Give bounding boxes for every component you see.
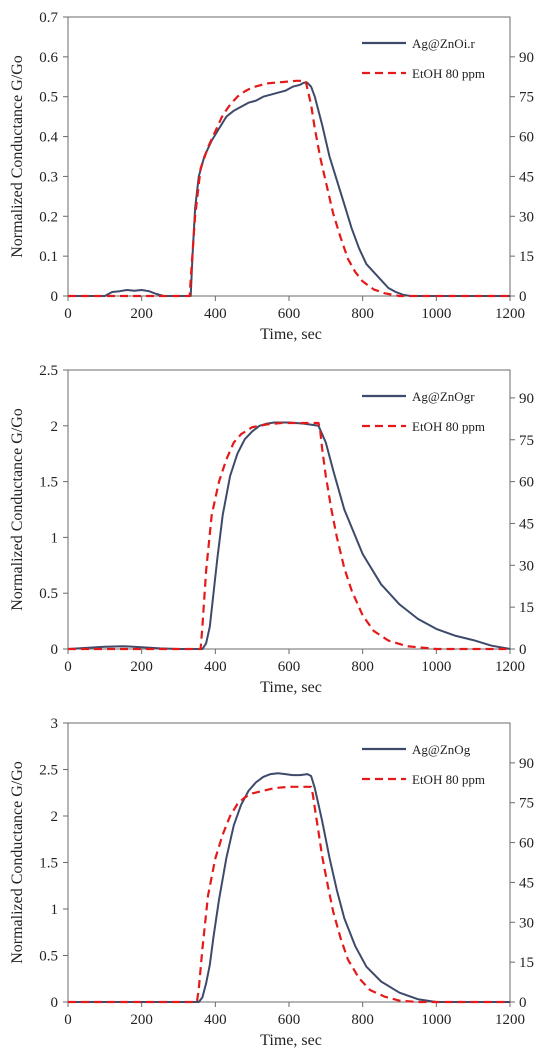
y-tick-label: 0.1 <box>39 249 58 265</box>
y-tick-label: 1.5 <box>39 856 58 872</box>
y-tick-label: 1 <box>51 530 59 546</box>
y-axis-label: Normalized Conductance G/Go <box>9 408 26 611</box>
legend-entry: Ag@ZnOgr <box>412 389 475 404</box>
x-tick-label: 800 <box>351 659 374 675</box>
y-tick-label: 1.5 <box>39 475 58 491</box>
y2-tick-label: 60 <box>519 130 534 146</box>
x-tick-label: 600 <box>278 659 301 675</box>
y2-tick-label: 0 <box>519 642 527 658</box>
plot-area-frame <box>67 16 511 297</box>
x-tick-label: 800 <box>351 306 374 322</box>
y2-tick-label: 90 <box>519 391 534 407</box>
y2-tick-label: 30 <box>519 558 534 574</box>
chart-panel-3: 0 200 400 600 800 1000 1200 0 0.5 1 1.5 2 2.5 3 0 15 30 4… <box>0 706 550 1053</box>
x-tick-label: 400 <box>204 1012 227 1028</box>
x-axis-label: Time, sec <box>260 1032 322 1049</box>
legend-entry: EtOH 80 ppm <box>412 772 485 787</box>
plot-area-frame <box>67 369 511 650</box>
legend-entry: EtOH 80 ppm <box>412 419 485 434</box>
legend-entry: Ag@ZnOg <box>412 742 471 757</box>
x-tick-label: 1000 <box>421 659 451 675</box>
chart-svg-3: 0 200 400 600 800 1000 120000.511.522.53015304… <box>9 716 534 1049</box>
y2-tick-label: 15 <box>519 955 534 971</box>
y-tick-label: 0.5 <box>39 90 58 106</box>
y2-tick-label: 45 <box>519 875 534 891</box>
x-tick-label: 0 <box>64 1012 72 1028</box>
x-tick-label: 1200 <box>495 306 525 322</box>
x-tick-label: 600 <box>278 306 301 322</box>
series-line-conductance <box>68 81 510 297</box>
x-tick-label: 0 <box>64 306 72 322</box>
series-line-etoh <box>68 421 510 651</box>
y2-tick-label: 90 <box>519 50 534 66</box>
x-tick-label: 200 <box>130 1012 153 1028</box>
legend-entry: Ag@ZnOi.r <box>412 36 476 51</box>
y2-tick-label: 15 <box>519 600 534 616</box>
y-tick-label: 0.7 <box>39 10 58 26</box>
y-tick-label: 0.2 <box>39 209 58 225</box>
y-tick-label: 0 <box>51 642 59 658</box>
x-tick-label: 600 <box>278 1012 301 1028</box>
x-tick-label: 200 <box>130 306 153 322</box>
y2-tick-label: 60 <box>519 475 534 491</box>
y-axis-label: Normalized Conductance G/Go <box>9 55 26 258</box>
x-tick-label: 1000 <box>421 306 451 322</box>
y2-tick-label: 75 <box>519 90 534 106</box>
y-tick-label: 2 <box>51 419 59 435</box>
x-tick-label: 800 <box>351 1012 374 1028</box>
y-axis-label: Normalized Conductance G/Go <box>9 761 26 964</box>
y-tick-label: 0.4 <box>39 130 58 146</box>
y-tick-label: 0.6 <box>39 50 58 66</box>
y-tick-label: 2.5 <box>39 363 58 379</box>
y2-tick-label: 90 <box>519 756 534 772</box>
x-axis-label: Time, sec <box>260 679 322 696</box>
chart-panel-1: 0 200 400 600 800 1000 1200 0 0.1 0.2 0.3 0.4 0.5 0.6… <box>0 0 550 347</box>
y-tick-label: 0.3 <box>39 169 58 185</box>
plot-area-frame <box>67 722 511 1003</box>
y-tick-label: 1 <box>51 902 59 918</box>
x-tick-label: 1000 <box>421 1012 451 1028</box>
y2-tick-label: 0 <box>519 995 527 1011</box>
y-tick-label: 2 <box>51 809 59 825</box>
y2-tick-label: 75 <box>519 796 534 812</box>
x-tick-label: 400 <box>204 306 227 322</box>
x-tick-label: 1200 <box>495 659 525 675</box>
x-tick-label: 200 <box>130 659 153 675</box>
x-tick-label: 400 <box>204 659 227 675</box>
x-tick-label: 1200 <box>495 1012 525 1028</box>
chart-panel-2: 0 200 400 600 800 1000 1200 0 0.5 1 1.5 2 2.5 0 15 30 45… <box>0 353 550 700</box>
y-tick-label: 0.5 <box>39 586 58 602</box>
y2-tick-label: 75 <box>519 433 534 449</box>
y2-tick-label: 30 <box>519 209 534 225</box>
series-line-conductance <box>68 772 510 1003</box>
y2-tick-label: 30 <box>519 915 534 931</box>
y2-tick-label: 15 <box>519 249 534 265</box>
series-line-etoh <box>68 79 510 298</box>
y2-tick-label: 45 <box>519 169 534 185</box>
y-tick-label: 0 <box>51 289 59 305</box>
y2-tick-label: 45 <box>519 516 534 532</box>
chart-svg-2: 0 200 400 600 800 1000 120000.511.522.50153045… <box>9 363 534 696</box>
y-tick-label: 2.5 <box>39 763 58 779</box>
x-axis-label: Time, sec <box>260 326 322 343</box>
chart-svg-1: 0 200 400 600 800 1000 120000.10.20.30.40.50.6… <box>9 10 534 343</box>
series-line-conductance <box>67 421 511 650</box>
legend-entry: EtOH 80 ppm <box>412 66 485 81</box>
y-tick-label: 0.5 <box>39 949 58 965</box>
y-tick-label: 3 <box>51 716 59 732</box>
y2-tick-label: 60 <box>519 836 534 852</box>
x-tick-label: 0 <box>64 659 72 675</box>
series-line-etoh <box>68 785 510 1004</box>
y2-tick-label: 0 <box>519 289 527 305</box>
y-tick-label: 0 <box>51 995 59 1011</box>
